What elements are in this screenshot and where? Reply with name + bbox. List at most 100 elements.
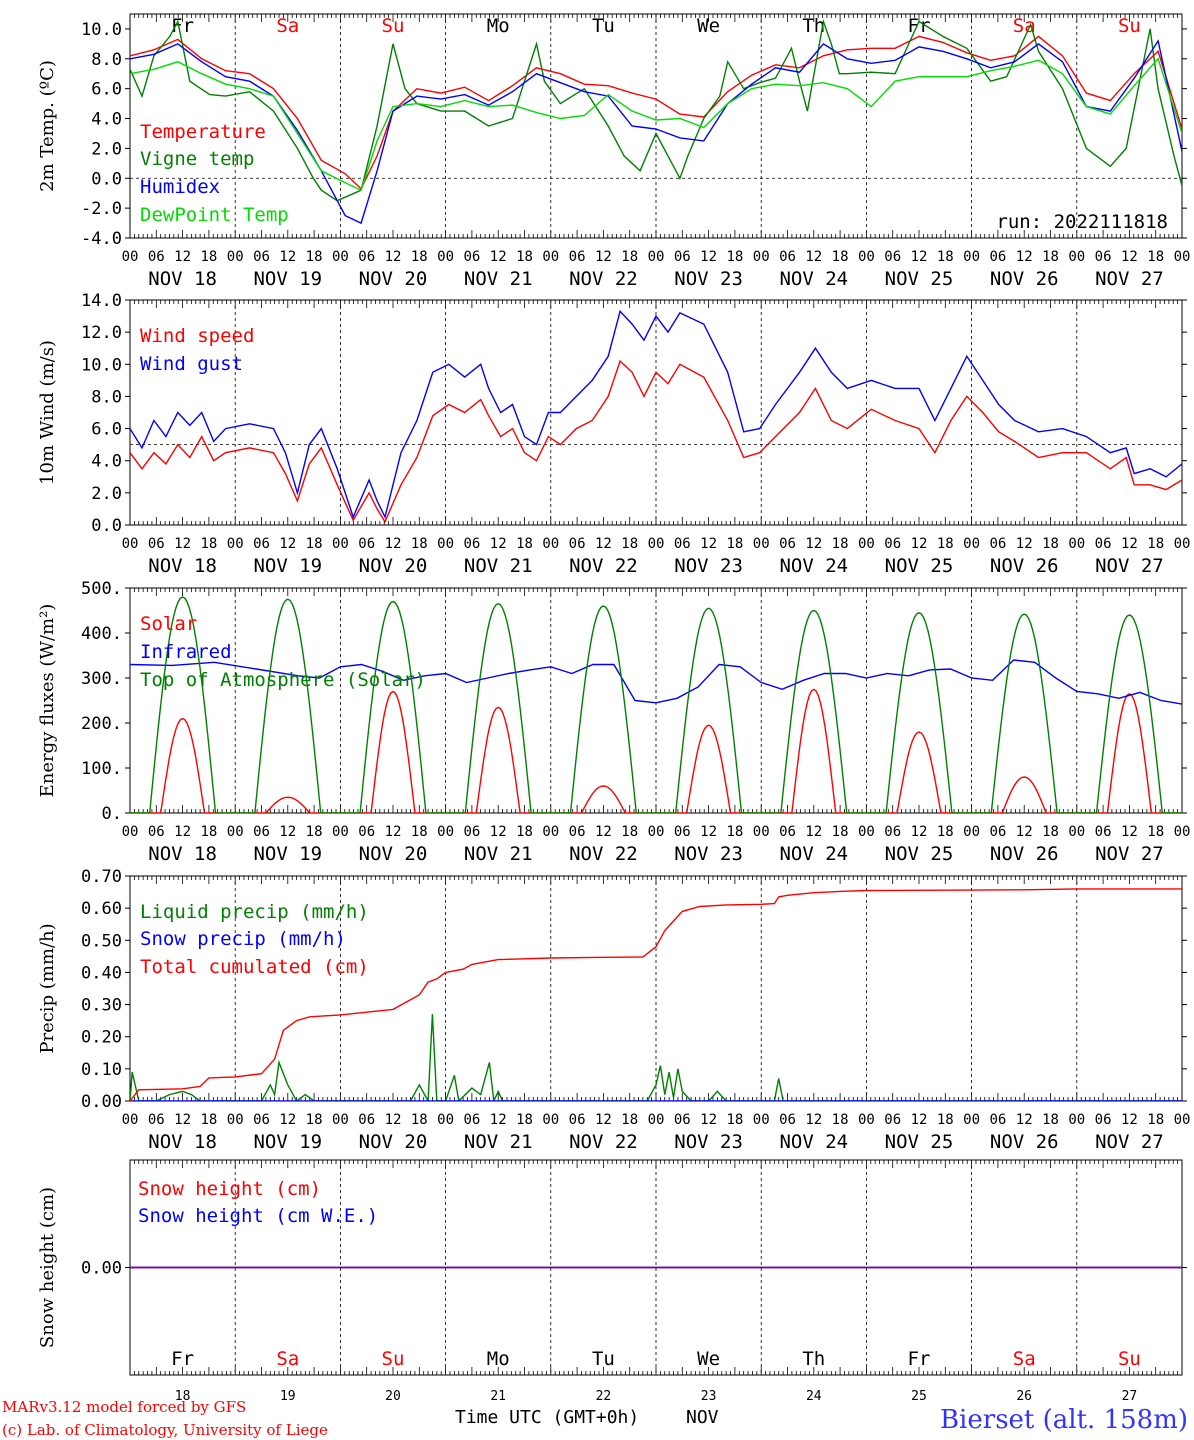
x-hour-label: 12	[1016, 536, 1033, 552]
x-hour-label: 12	[700, 1112, 717, 1128]
x-hour-label: 06	[358, 1112, 375, 1128]
x-date-label: NOV 21	[464, 555, 533, 577]
x-hour-label: 06	[569, 824, 586, 840]
weekday-label: We	[697, 1348, 720, 1370]
x-hour-label: 00	[437, 249, 454, 265]
x-hour-label: 06	[779, 249, 796, 265]
x-hour-label: 12	[385, 1112, 402, 1128]
weekday-label: Tu	[592, 15, 615, 37]
x-hour-label: 18	[937, 536, 954, 552]
x-hour-label: 12	[911, 824, 928, 840]
weekday-label: We	[697, 15, 720, 37]
y-tick-label: 12.0	[81, 323, 122, 343]
x-hour-label: 00	[1068, 536, 1085, 552]
x-hour-label: 12	[805, 249, 822, 265]
series-line-top-of-atmosphere-solar-	[130, 596, 1182, 813]
x-hour-label: 18	[516, 536, 533, 552]
x-date-label: NOV 23	[674, 268, 743, 290]
x-hour-label: 06	[1095, 1112, 1112, 1128]
x-date-label: NOV 20	[359, 268, 428, 290]
x-hour-label: 06	[989, 536, 1006, 552]
x-hour-label: 12	[385, 824, 402, 840]
x-hour-label: 06	[253, 824, 270, 840]
x-hour-label: 12	[279, 824, 296, 840]
legend-entry: Total cumulated (cm)	[140, 956, 369, 978]
x-date-label: NOV 18	[148, 843, 217, 865]
weekday-label: Th	[802, 1348, 825, 1370]
x-hour-label: 00	[437, 824, 454, 840]
weekday-label: Su	[382, 15, 405, 37]
x-hour-label: 06	[148, 824, 165, 840]
x-hour-label: 00	[1068, 249, 1085, 265]
y-tick-label: 8.0	[91, 50, 122, 70]
legend-entry: Snow precip (mm/h)	[140, 928, 346, 950]
y-tick-label: 300.	[81, 669, 122, 689]
series-line-dewpoint-temp	[130, 57, 1182, 192]
legend-entry: Snow height (cm)	[138, 1178, 321, 1200]
x-hour-label: 18	[306, 824, 323, 840]
x-date-label: NOV 26	[990, 1131, 1059, 1153]
weekday-label: Fr	[908, 15, 931, 37]
x-hour-label: 00	[753, 249, 770, 265]
x-hour-label: 12	[490, 1112, 507, 1128]
series-line-wind-gust	[130, 309, 1182, 520]
legend-entry: Humidex	[140, 176, 220, 198]
x-hour-label: 18	[1147, 249, 1164, 265]
x-hour-label: 12	[279, 536, 296, 552]
x-hour-label: 00	[648, 536, 665, 552]
day-number-label: 21	[490, 1389, 506, 1404]
footer-model: MARv3.12 model forced by GFS	[2, 1398, 246, 1416]
x-date-label: NOV 19	[253, 1131, 322, 1153]
x-hour-label: 12	[700, 824, 717, 840]
x-hour-label: 00	[963, 1112, 980, 1128]
y-tick-label: 0.50	[81, 931, 122, 951]
y-tick-label: 0.0	[91, 516, 122, 536]
legend-entry: Wind speed	[140, 325, 254, 347]
x-hour-label: 00	[227, 249, 244, 265]
y-tick-label: 0.70	[81, 867, 122, 887]
x-hour-label: 00	[227, 1112, 244, 1128]
x-hour-label: 12	[174, 536, 191, 552]
x-hour-label: 00	[332, 1112, 349, 1128]
x-hour-label: 06	[1095, 824, 1112, 840]
legend-entry: Liquid precip (mm/h)	[140, 901, 369, 923]
x-hour-label: 12	[595, 249, 612, 265]
x-hour-label: 00	[1068, 824, 1085, 840]
x-hour-label: 06	[779, 1112, 796, 1128]
x-hour-label: 00	[1174, 1112, 1191, 1128]
day-number-label: 25	[911, 1389, 927, 1404]
x-date-label: NOV 20	[359, 843, 428, 865]
day-number-label: 27	[1122, 1389, 1138, 1404]
x-hour-label: 06	[148, 249, 165, 265]
x-hour-label: 06	[358, 536, 375, 552]
series-line-total-cumulated-cm-	[130, 888, 1182, 1101]
x-hour-label: 06	[569, 536, 586, 552]
weekday-label: Fr	[171, 1348, 194, 1370]
plot-frame	[129, 299, 1183, 526]
x-hour-label: 00	[542, 536, 559, 552]
footer-lab: (c) Lab. of Climatology, University of L…	[2, 1421, 328, 1439]
x-hour-label: 00	[542, 824, 559, 840]
x-hour-label: 00	[858, 249, 875, 265]
y-tick-label: 4.0	[91, 452, 122, 472]
x-date-label: NOV 22	[569, 843, 638, 865]
y-tick-label: 0.40	[81, 963, 122, 983]
x-hour-label: 06	[674, 1112, 691, 1128]
x-hour-label: 06	[989, 824, 1006, 840]
day-number-label: 19	[280, 1389, 296, 1404]
y-tick-label: 8.0	[91, 387, 122, 407]
x-hour-label: 18	[516, 249, 533, 265]
x-date-label: NOV 27	[1095, 555, 1164, 577]
x-date-label: NOV 25	[885, 268, 954, 290]
weekday-label: Su	[382, 1348, 405, 1370]
weekday-label: Su	[1118, 15, 1141, 37]
x-hour-label: 06	[569, 249, 586, 265]
x-hour-label: 00	[122, 536, 139, 552]
y-tick-label: 500.	[81, 579, 122, 599]
x-hour-label: 12	[805, 536, 822, 552]
x-hour-label: 00	[122, 1112, 139, 1128]
x-date-label: NOV 21	[464, 843, 533, 865]
x-hour-label: 18	[306, 536, 323, 552]
series-line-humidex	[130, 39, 1182, 225]
x-hour-label: 18	[411, 249, 428, 265]
